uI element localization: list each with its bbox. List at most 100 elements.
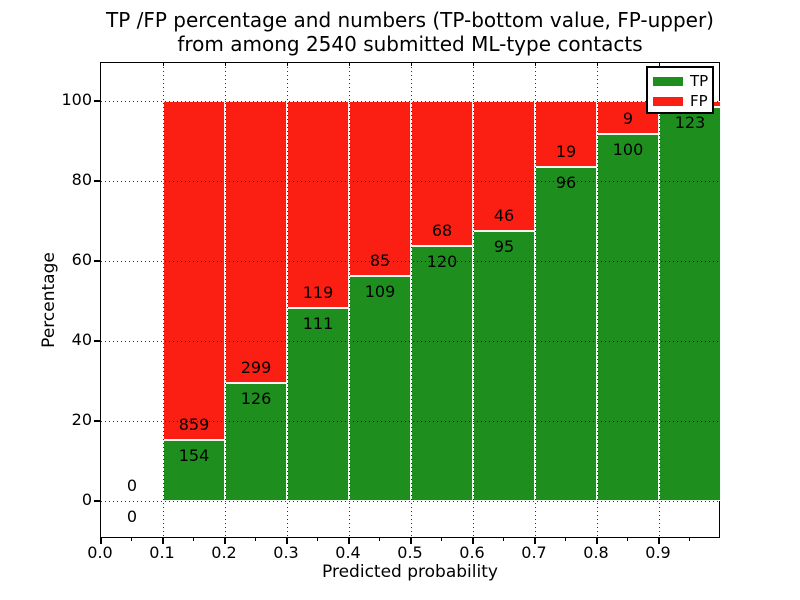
x-gridline: [162, 63, 164, 537]
x-tick-label: 0.8: [583, 543, 609, 562]
y-major-tick: [94, 500, 100, 502]
y-tick-label: 20: [71, 410, 92, 429]
x-top-tick: [597, 63, 598, 66]
chart-title: TP /FP percentage and numbers (TP-bottom…: [100, 8, 720, 56]
x-major-tick: [596, 538, 598, 544]
x-axis-label: Predicted probability: [322, 562, 498, 582]
x-top-tick: [411, 63, 412, 66]
fp-count-label: 119: [302, 282, 334, 302]
x-major-tick: [100, 538, 102, 544]
tp-count-label: 154: [178, 446, 210, 466]
x-tick-label: 0.7: [521, 543, 547, 562]
x-tick-label: 0.3: [273, 543, 299, 562]
legend-label-tp: TP: [690, 72, 709, 90]
x-major-tick: [162, 538, 164, 544]
x-top-tick: [163, 63, 164, 66]
fp-count-label: 85: [369, 251, 391, 271]
x-minor-tick: [689, 538, 690, 541]
fp-count-label: 68: [431, 220, 453, 240]
tp-count-label: 120: [426, 251, 458, 271]
tp-count-label: 123: [674, 113, 706, 133]
tp-count-label: 0: [126, 507, 138, 526]
legend-label-fp: FP: [690, 92, 708, 110]
fp-count-label: 0: [126, 476, 138, 495]
x-tick-label: 0.2: [211, 543, 237, 562]
y-tick-label: 80: [71, 170, 92, 189]
x-tick-label: 0.0: [87, 543, 113, 562]
x-minor-tick: [255, 538, 256, 541]
x-major-tick: [286, 538, 288, 544]
fp-count-label: 46: [493, 206, 515, 226]
tp-count-label: 111: [302, 313, 334, 333]
tp-bar-segment: [659, 107, 721, 501]
x-gridline: [472, 63, 474, 537]
chart-title-line2: from among 2540 submitted ML-type contac…: [177, 32, 643, 56]
x-gridline: [410, 63, 412, 537]
y-major-tick: [94, 100, 100, 102]
x-major-tick: [658, 538, 660, 544]
fp-bar-segment: [349, 101, 411, 277]
tp-count-label: 96: [555, 173, 577, 192]
x-gridline: [534, 63, 536, 537]
legend-swatch-tp: [653, 77, 683, 86]
x-minor-tick: [193, 538, 194, 541]
x-tick-label: 0.4: [335, 543, 361, 562]
fp-bar-segment: [535, 101, 597, 167]
fp-bar-segment: [225, 101, 287, 383]
fp-count-label: 9: [622, 109, 634, 129]
tp-bar-segment: [597, 134, 659, 501]
tp-count-label: 95: [493, 237, 515, 257]
tp-bar-segment: [473, 231, 535, 501]
fp-count-label: 19: [555, 142, 577, 161]
x-minor-tick: [503, 538, 504, 541]
x-top-tick: [473, 63, 474, 66]
chart-title-line1: TP /FP percentage and numbers (TP-bottom…: [106, 8, 714, 32]
tp-bar-segment: [349, 276, 411, 501]
y-major-tick: [94, 340, 100, 342]
x-top-tick: [349, 63, 350, 66]
x-minor-tick: [627, 538, 628, 541]
x-major-tick: [472, 538, 474, 544]
x-top-tick: [535, 63, 536, 66]
y-tick-label: 40: [71, 330, 92, 349]
x-minor-tick: [565, 538, 566, 541]
y-gridline: [101, 260, 719, 262]
x-minor-tick: [317, 538, 318, 541]
y-major-tick: [94, 260, 100, 262]
fp-count-label: 859: [178, 415, 210, 435]
tp-bar-segment: [287, 307, 349, 501]
x-tick-label: 0.1: [149, 543, 175, 562]
x-tick-label: 0.5: [397, 543, 423, 562]
x-top-tick: [659, 63, 660, 66]
legend-swatch-fp: [653, 97, 683, 106]
fp-bar-segment: [473, 101, 535, 232]
tp-bar-segment: [411, 245, 473, 501]
x-minor-tick: [131, 538, 132, 541]
x-gridline: [286, 63, 288, 537]
y-tick-label: 100: [61, 90, 92, 109]
x-major-tick: [534, 538, 536, 544]
tp-bar-segment: [535, 167, 597, 501]
tp-count-label: 100: [612, 140, 644, 160]
legend-entry-fp: FP: [648, 92, 712, 110]
x-gridline: [224, 63, 226, 537]
x-major-tick: [224, 538, 226, 544]
x-top-tick: [287, 63, 288, 66]
x-major-tick: [348, 538, 350, 544]
y-gridline: [101, 500, 719, 502]
y-tick-label: 0: [81, 490, 92, 509]
tp-bar-segment: [163, 440, 225, 501]
y-major-tick: [94, 180, 100, 182]
fp-bar-segment: [287, 101, 349, 308]
y-gridline: [101, 100, 719, 102]
y-gridline: [101, 180, 719, 182]
fp-bar-segment: [163, 101, 225, 441]
y-gridline: [101, 340, 719, 342]
x-major-tick: [410, 538, 412, 544]
tp-bar-segment: [225, 382, 287, 501]
legend: TP FP: [646, 66, 714, 114]
x-minor-tick: [379, 538, 380, 541]
plot-area: 0 0 859 154 299 126 119 111 85 109 68 120 46 95 19 96 9 1…: [100, 62, 721, 538]
legend-entry-tp: TP: [648, 72, 712, 90]
